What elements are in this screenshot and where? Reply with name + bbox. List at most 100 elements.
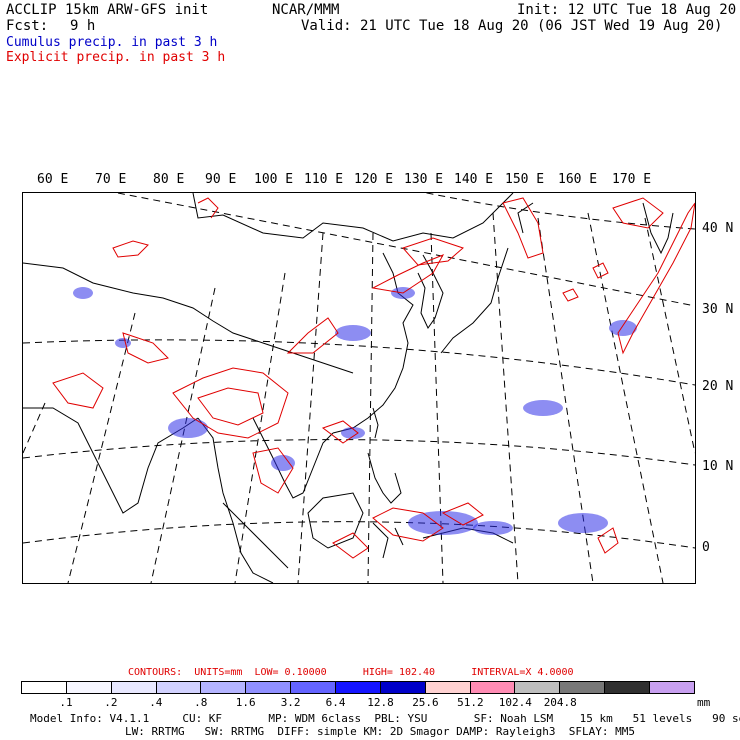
scale-swatch <box>515 682 561 693</box>
lon-label-80e: 80 E <box>153 172 185 187</box>
cumulus-cell <box>523 400 563 416</box>
coast-kamchatka <box>642 202 674 255</box>
cumulus-cell <box>168 418 208 438</box>
scale-swatch <box>425 682 471 693</box>
lon-label-150e: 150 E <box>505 172 545 187</box>
scale-swatch <box>650 682 694 693</box>
explicit-precip-contours <box>52 197 696 559</box>
contours-units: UNITS=mm <box>194 667 243 678</box>
explicit-contour <box>562 288 579 302</box>
scale-swatch <box>380 682 426 693</box>
scale-tick-label: 102.4 <box>498 696 532 709</box>
model-title: ACCLIP 15km ARW-GFS init <box>6 2 209 18</box>
scale-tick-label: 25.6 <box>412 696 439 709</box>
init-time: Init: 12 UTC Tue 18 Aug 20 <box>517 2 737 18</box>
meridian-140e <box>492 212 519 584</box>
meridian-170e <box>644 217 696 454</box>
scale-swatch <box>246 682 292 693</box>
explicit-contour <box>597 527 619 554</box>
lon-label-140e: 140 E <box>454 172 494 187</box>
lon-label-120e: 120 E <box>354 172 394 187</box>
scale-swatch <box>336 682 381 693</box>
explicit-contour <box>252 447 294 494</box>
explicit-contour <box>372 507 444 542</box>
explicit-contour <box>172 367 289 439</box>
explicit-contour <box>112 240 149 258</box>
scale-tick-label: 6.4 <box>325 696 346 709</box>
coast-india <box>23 407 199 514</box>
meridian-120e <box>367 232 374 584</box>
parallel-10n <box>22 439 696 466</box>
cumulus-cell <box>609 320 637 336</box>
cumulus-cell <box>115 338 131 348</box>
lat-label-30n: 30 N <box>702 302 734 317</box>
explicit-contour <box>286 317 339 354</box>
precipitation-map <box>22 187 696 584</box>
coast-korea <box>417 254 444 329</box>
coast-china-east <box>332 252 414 434</box>
org-label: NCAR/MMM <box>272 2 340 18</box>
lon-label-90e: 90 E <box>205 172 237 187</box>
scale-swatch <box>111 682 157 693</box>
explicit-contour <box>441 502 484 526</box>
lon-label-160e: 160 E <box>558 172 598 187</box>
scale-tick-label: .8 <box>194 696 208 709</box>
scale-tick-label: 12.8 <box>367 696 394 709</box>
scale-swatch <box>560 682 606 693</box>
cumulus-cell <box>271 455 295 471</box>
explicit-contour <box>612 197 664 229</box>
coastlines-borders <box>22 192 674 584</box>
explicit-contour <box>617 202 696 355</box>
lat-label-0: 0 <box>702 540 710 555</box>
forecast-label: Fcst: <box>6 18 49 34</box>
legend-cumulus: Cumulus precip. in past 3 h <box>6 35 218 50</box>
lat-label-10n: 10 N <box>702 459 734 474</box>
explicit-contour <box>371 254 445 294</box>
scale-tick-label: .1 <box>59 696 73 709</box>
explicit-contour <box>502 197 544 259</box>
parallel-40n <box>402 187 696 230</box>
scale-unit: mm <box>697 696 711 709</box>
scale-tick-label: .2 <box>104 696 118 709</box>
scale-swatch <box>470 682 516 693</box>
coast-japan <box>440 202 534 354</box>
explicit-contour <box>122 332 169 364</box>
scale-tick-label: 1.6 <box>235 696 256 709</box>
meridian-80e <box>67 312 136 584</box>
map-canvas <box>22 187 696 584</box>
lon-label-170e: 170 E <box>612 172 652 187</box>
coast-sumatra <box>222 502 289 569</box>
model-info-line1: Model Info: V4.1.1 CU: KF MP: WDM 6class… <box>30 712 740 725</box>
lon-label-100e: 100 E <box>254 172 294 187</box>
cumulus-cell <box>335 325 371 341</box>
meridian-150e <box>537 217 594 584</box>
meridian-70e <box>22 402 46 454</box>
contours-low: LOW= 0.10000 <box>254 667 327 678</box>
coast-taiwan <box>372 407 379 439</box>
lon-label-60e: 60 E <box>37 172 69 187</box>
scale-swatch <box>66 682 112 693</box>
scale-swatch <box>201 682 247 693</box>
meridian-160e <box>587 212 664 584</box>
lon-label-110e: 110 E <box>304 172 344 187</box>
contours-high: HIGH= 102.40 <box>362 667 436 678</box>
lon-label-70e: 70 E <box>95 172 127 187</box>
lat-label-20n: 20 N <box>702 379 734 394</box>
border-central-asia <box>22 262 354 374</box>
cumulus-cell <box>408 511 478 535</box>
scale-swatch <box>22 682 67 693</box>
lon-label-130e: 130 E <box>404 172 444 187</box>
scale-tick-label: 204.8 <box>543 696 577 709</box>
explicit-contour <box>52 372 104 409</box>
scale-swatch <box>156 682 202 693</box>
contours-info: CONTOURS: UNITS=mm LOW= 0.10000 HIGH= 10… <box>128 668 574 678</box>
coast-sulawesi <box>372 522 404 559</box>
meridian-100e <box>234 272 286 584</box>
cumulus-cell <box>558 513 608 533</box>
valid-time: Valid: 21 UTC Tue 18 Aug 20 (06 JST Wed … <box>301 18 723 34</box>
meridian-110e <box>297 232 324 584</box>
coast-borneo <box>307 492 364 549</box>
scale-tick-label: .4 <box>149 696 163 709</box>
explicit-contour <box>321 420 359 444</box>
explicit-contour <box>402 237 464 266</box>
